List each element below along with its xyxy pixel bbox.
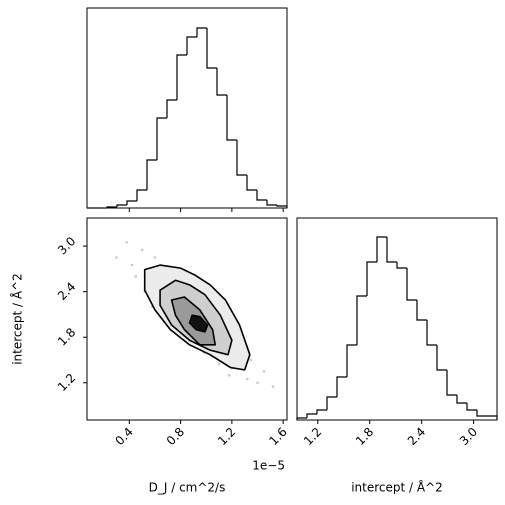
x-tick-label: 1.8 xyxy=(353,425,376,448)
histogram-step xyxy=(316,409,327,414)
histogram-step xyxy=(266,200,277,206)
histogram-step xyxy=(466,403,477,411)
y-axis-label: intercept / Å^2 xyxy=(10,273,25,365)
sample-point xyxy=(271,385,275,388)
histogram-step xyxy=(166,99,177,118)
histogram-step xyxy=(206,28,217,69)
histogram-step xyxy=(366,261,377,296)
sample-point xyxy=(153,256,157,259)
sample-point xyxy=(125,241,129,244)
histogram-step xyxy=(276,205,288,208)
histogram-step xyxy=(106,206,117,208)
x-tick-label: 0.4 xyxy=(113,425,136,448)
x-tick-label: 1.2 xyxy=(215,425,238,448)
axes-frame xyxy=(86,217,288,421)
histogram-step xyxy=(416,300,427,321)
sample-point xyxy=(134,275,138,278)
histogram-step xyxy=(346,344,357,377)
y-tick-label: 1.2 xyxy=(55,371,78,394)
histogram-step xyxy=(256,190,267,201)
sample-point xyxy=(256,381,259,385)
histogram-step xyxy=(196,27,207,37)
histogram-step xyxy=(476,410,487,417)
histogram-step xyxy=(186,36,197,55)
histogram-step xyxy=(396,262,407,269)
histogram-step xyxy=(436,345,447,371)
histogram-step xyxy=(126,200,137,205)
x-tick-label: 2.4 xyxy=(405,425,428,448)
histogram-step xyxy=(386,237,397,263)
x-offset-label: 1e−5 xyxy=(252,459,285,473)
x-tick-label: 1.6 xyxy=(266,425,289,448)
histogram-step xyxy=(296,417,307,420)
axes-frame xyxy=(86,7,288,209)
histogram-step xyxy=(136,189,147,201)
x-tick-label: 0.8 xyxy=(164,425,187,448)
histogram-step xyxy=(236,140,247,176)
sample-point xyxy=(140,248,144,252)
x-tick-label: 1.2 xyxy=(301,425,324,448)
histogram-step xyxy=(487,415,498,420)
histogram-step xyxy=(356,295,367,345)
sample-point xyxy=(130,263,134,267)
histogram-step xyxy=(246,175,257,191)
histogram-step xyxy=(306,413,317,418)
histogram-step xyxy=(336,376,347,397)
histogram-step xyxy=(446,370,457,396)
histogram-step xyxy=(156,117,167,160)
histogram-step xyxy=(216,68,227,96)
sample-point xyxy=(262,370,266,373)
histogram-step xyxy=(426,320,437,346)
sample-point xyxy=(115,256,118,259)
sample-point xyxy=(249,358,253,362)
x-axis-label: D_J / cm^2/s xyxy=(149,481,226,495)
sample-point xyxy=(228,373,231,377)
x-axis-label: intercept / Å^2 xyxy=(351,480,443,495)
histogram-step xyxy=(326,396,337,410)
histogram-step xyxy=(376,236,387,262)
contour xyxy=(188,314,209,333)
histogram-step xyxy=(456,395,467,404)
axes-frame xyxy=(296,217,498,421)
histogram-step xyxy=(146,159,157,190)
y-tick-label: 2.4 xyxy=(55,280,78,303)
histogram-step xyxy=(406,268,417,301)
sample-point xyxy=(245,377,249,381)
histogram-step xyxy=(226,95,237,141)
sample-point xyxy=(217,362,221,366)
y-tick-label: 1.8 xyxy=(55,325,78,348)
histogram-step xyxy=(116,204,127,207)
y-tick-label: 3.0 xyxy=(55,234,78,257)
histogram-step xyxy=(176,54,187,100)
x-tick-label: 3.0 xyxy=(457,425,480,448)
